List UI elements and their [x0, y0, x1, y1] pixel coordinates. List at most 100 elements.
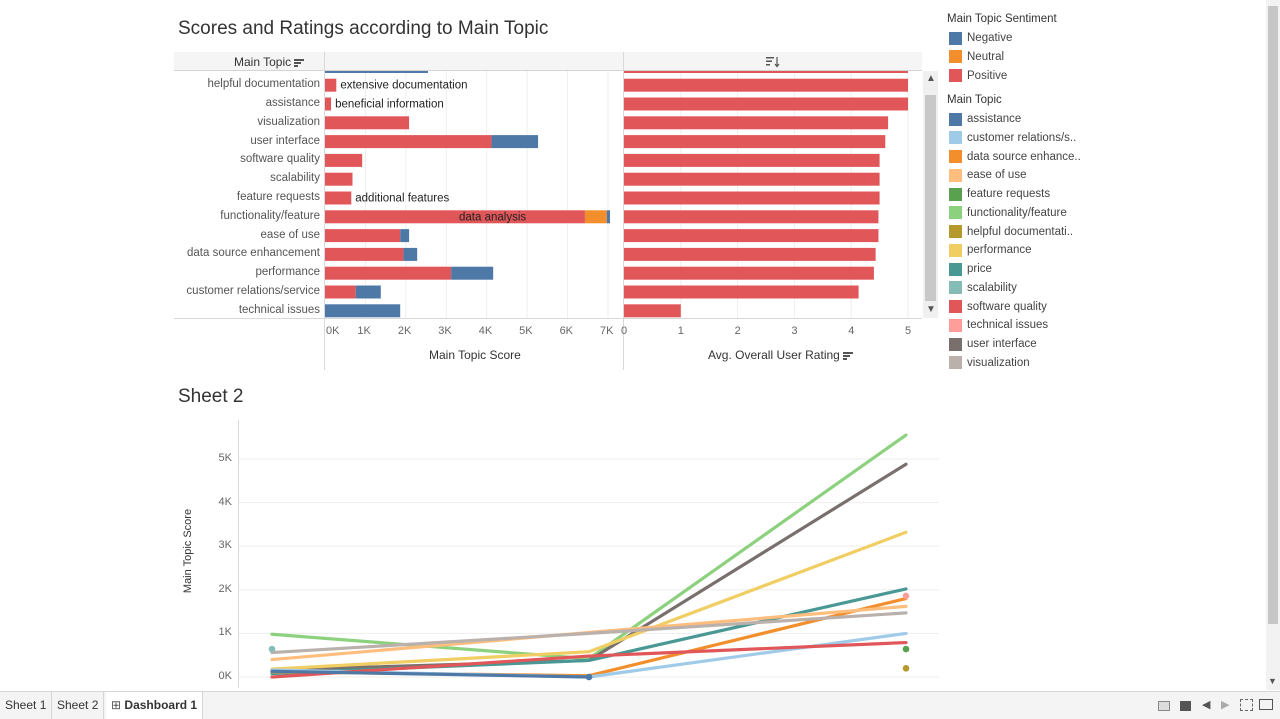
legend-topic-software-quality[interactable]: software quality [949, 299, 1047, 315]
line-point-helpful-documentation[interactable] [902, 664, 910, 672]
score-bar-functionality-feature-negative[interactable] [606, 210, 611, 224]
legend-label: Positive [967, 69, 1008, 82]
score-bar-user-interface-positive[interactable] [325, 135, 492, 149]
score-bar-data-source-enhancement-negative[interactable] [403, 247, 418, 261]
rating-bar-performance[interactable] [624, 266, 874, 280]
legend-swatch [949, 356, 962, 370]
row-label-user-interface[interactable]: user interface [250, 134, 320, 147]
scroll-up-arrow[interactable]: ▲ [926, 73, 936, 84]
legend-topic-helpful-documentati[interactable]: helpful documentati.. [949, 224, 1073, 240]
dashboard-scroll-thumb[interactable] [1268, 6, 1278, 624]
row-label-data-source-enhancement[interactable]: data source enhancement [187, 247, 320, 260]
main-topic-header[interactable]: Main Topic [234, 55, 305, 69]
line-point-assistance[interactable] [585, 673, 593, 681]
score-bar-technical-issues-negative[interactable] [325, 304, 401, 318]
row-label-helpful-documentation[interactable]: helpful documentation [207, 78, 320, 91]
rating-bar-customer-relations-service[interactable] [624, 285, 859, 299]
tab-dashboard-1[interactable]: ⊞ Dashboard 1 [106, 692, 204, 719]
score-bar-user-interface-negative[interactable] [491, 135, 539, 149]
scroll-down-arrow[interactable]: ▼ [926, 304, 936, 315]
legend-label: price [967, 263, 992, 275]
score-bar-feature-requests-positive[interactable] [325, 191, 352, 205]
score-bar-assistance-positive[interactable] [325, 97, 332, 111]
line-point-technical-issues[interactable] [902, 592, 910, 600]
row-label-feature-requests[interactable]: feature requests [236, 191, 320, 203]
next-sheet-icon[interactable]: ▶ [1221, 699, 1230, 711]
row-label-ease-of-use[interactable]: ease of use [260, 228, 320, 241]
legend-topic-ease-of-use[interactable]: ease of use [949, 167, 1026, 183]
line-series-functionality-feature[interactable] [270, 433, 908, 661]
legend-topic-user-interface[interactable]: user interface [949, 336, 1037, 352]
fullscreen-icon[interactable] [1240, 699, 1253, 711]
scroll-thumb[interactable] [925, 95, 936, 301]
score-bar-customer-relations-service-negative[interactable] [355, 285, 381, 299]
legend-sentiment-negative[interactable]: Negative [949, 30, 1012, 46]
line-point-feature-requests[interactable] [902, 645, 910, 653]
row-label-scalability[interactable]: scalability [270, 172, 320, 185]
legend-topic-scalability[interactable]: scalability [949, 280, 1017, 296]
legend-label: Negative [967, 32, 1013, 44]
score-bar-ease-of-use-positive[interactable] [325, 229, 401, 243]
sheet1-scrollbar[interactable]: ▲ ▼ [923, 71, 938, 318]
score-bar-scalability-positive[interactable] [325, 172, 353, 186]
score-bar-performance-negative[interactable] [451, 266, 494, 280]
legend-topic-data-source-enhance[interactable]: data source enhance.. [949, 149, 1081, 165]
rating-bar-technical-issues[interactable] [624, 304, 681, 318]
row-label-functionality-feature[interactable]: functionality/feature [220, 209, 320, 222]
row-label-technical-issues[interactable]: technical issues [238, 303, 320, 316]
score-bar-data-source-enhancement-positive[interactable] [325, 247, 404, 261]
rating-bar-ease-of-use[interactable] [624, 229, 879, 243]
rating-bar-helpful-documentation[interactable] [624, 78, 908, 92]
rating-bar-visualization[interactable] [624, 116, 889, 130]
show-tabs-icon[interactable] [1180, 701, 1191, 711]
sort-icon[interactable] [294, 58, 305, 67]
rating-sort-icon[interactable] [843, 351, 854, 360]
legend-topic-functionality-feature[interactable]: functionality/feature [949, 205, 1067, 221]
rating-bar-assistance[interactable] [624, 97, 908, 111]
score-bar-performance-positive[interactable] [325, 266, 452, 280]
legend-topic-feature-requests[interactable]: feature requests [949, 186, 1050, 202]
legend-sentiment-neutral[interactable]: Neutral [949, 49, 1004, 65]
row-label-visualization[interactable]: visualization [257, 115, 320, 128]
sort-descending-icon[interactable] [766, 55, 780, 68]
rating-bar-feature-requests[interactable] [624, 191, 880, 205]
score-bar-ease-of-use-negative[interactable] [400, 229, 410, 243]
legend-topic-price[interactable]: price [949, 261, 992, 277]
rating-bar-software-quality[interactable] [624, 153, 880, 167]
line-series-visualization[interactable] [270, 611, 908, 655]
score-bar-functionality-feature-neutral[interactable] [584, 210, 607, 224]
rating-bar-scalability[interactable] [624, 172, 880, 186]
line-point-scalability[interactable] [268, 645, 276, 653]
dashboard-scroll-down[interactable]: ▼ [1268, 676, 1277, 686]
score-bar-functionality-feature-positive[interactable] [325, 210, 585, 224]
rating-bar-data-source-enhancement[interactable] [624, 247, 876, 261]
score-bar-software-quality-positive[interactable] [325, 153, 363, 167]
score-axis-title: Main Topic Score [429, 348, 521, 362]
row-label-performance[interactable]: performance [255, 266, 320, 279]
line-series-assistance[interactable] [270, 669, 591, 679]
line-series-software-quality[interactable] [270, 640, 908, 679]
score-bar-visualization-positive[interactable] [325, 116, 410, 130]
row-label-customer-relations-service[interactable]: customer relations/service [186, 285, 320, 297]
score-annotation-helpful-documentation: extensive documentation [340, 80, 467, 92]
row-label-assistance[interactable]: assistance [265, 97, 320, 109]
rating-tick-label: 2 [734, 325, 741, 337]
tab-sheet-2[interactable]: Sheet 2 [52, 692, 105, 719]
score-bar-helpful-documentation-positive[interactable] [325, 78, 337, 92]
dashboard-scrollbar[interactable]: ▼ [1266, 0, 1280, 690]
legend-topic-visualization[interactable]: visualization [949, 355, 1030, 371]
presentation-icon[interactable] [1259, 699, 1273, 710]
rating-bar-user-interface[interactable] [624, 135, 886, 149]
row-label-software-quality[interactable]: software quality [240, 153, 320, 166]
legend-topic-technical-issues[interactable]: technical issues [949, 317, 1048, 333]
tab-sheet-1[interactable]: Sheet 1 [0, 692, 53, 719]
line-series-performance[interactable] [270, 530, 908, 671]
score-bar-customer-relations-service-positive[interactable] [325, 285, 356, 299]
legend-topic-performance[interactable]: performance [949, 242, 1032, 258]
legend-topic-customer-relations-s[interactable]: customer relations/s.. [949, 130, 1076, 146]
legend-sentiment-positive[interactable]: Positive [949, 68, 1007, 84]
previous-sheet-icon[interactable]: ◀ [1202, 699, 1211, 711]
rating-bar-functionality-feature[interactable] [624, 210, 879, 224]
show-filmstrip-icon[interactable] [1158, 701, 1170, 711]
legend-topic-assistance[interactable]: assistance [949, 111, 1021, 127]
